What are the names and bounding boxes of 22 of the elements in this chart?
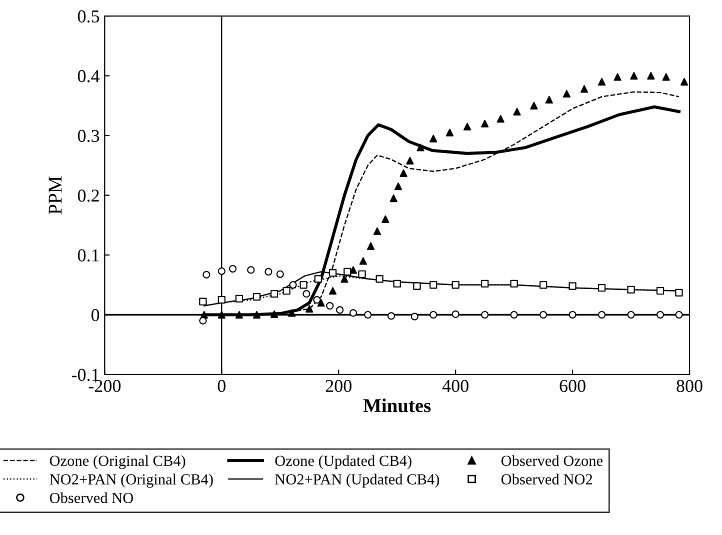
x-axis-title: Minutes bbox=[363, 398, 431, 412]
legend-label: NO2+PAN (Original CB4) bbox=[50, 474, 213, 488]
y-tick-label: 0 bbox=[91, 309, 100, 322]
legend-label: Observed Ozone bbox=[501, 455, 603, 466]
x-tick-label: 600 bbox=[560, 380, 586, 392]
x-tick-label: 400 bbox=[442, 380, 468, 392]
x-tick-label: -200 bbox=[88, 380, 121, 392]
x-tick-label: 0 bbox=[218, 380, 226, 392]
y-tick-label: 0.4 bbox=[78, 70, 100, 82]
legend-label: Observed NO bbox=[50, 492, 134, 504]
y-tick-label: 0.1 bbox=[78, 249, 99, 262]
y-tick-label: 0.5 bbox=[78, 10, 100, 23]
x-tick-label: 800 bbox=[676, 380, 702, 392]
y-tick-label: 0.3 bbox=[78, 130, 100, 142]
legend-label: Ozone (Updated CB4) bbox=[275, 455, 412, 470]
y-tick-label: 0.2 bbox=[78, 190, 99, 202]
legend-label: Ozone (Original CB4) bbox=[50, 455, 186, 470]
x-tick-label: 200 bbox=[326, 380, 352, 392]
y-axis-title: PPM bbox=[48, 176, 62, 214]
legend-label: NO2+PAN (Updated CB4) bbox=[275, 474, 440, 488]
legend-label: Observed NO2 bbox=[501, 474, 592, 484]
y-tick-label: -0.1 bbox=[72, 368, 99, 382]
